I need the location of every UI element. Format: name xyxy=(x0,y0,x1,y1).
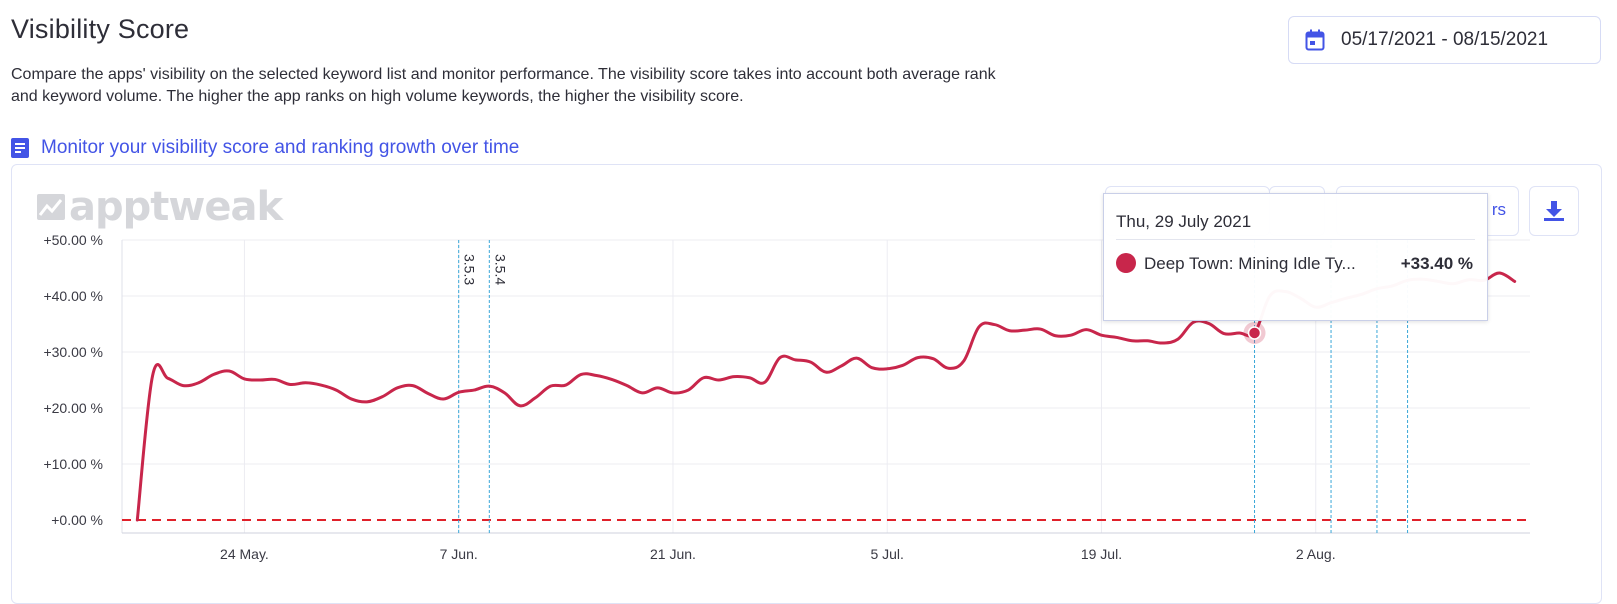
book-icon xyxy=(11,138,29,158)
y-tick-label: +30.00 % xyxy=(43,344,103,360)
date-range-picker[interactable]: 05/17/2021 - 08/15/2021 xyxy=(1288,16,1601,64)
download-button[interactable] xyxy=(1529,186,1579,236)
competitors-button-label: rs xyxy=(1491,200,1506,219)
x-tick-label: 19 Jul. xyxy=(1081,546,1122,562)
download-icon xyxy=(1544,201,1564,221)
x-tick-label: 7 Jun. xyxy=(440,546,478,562)
x-tick-label: 5 Jul. xyxy=(870,546,903,562)
y-tick-label: +20.00 % xyxy=(43,400,103,416)
y-tick-label: +40.00 % xyxy=(43,288,103,304)
visibility-guide-link[interactable]: Monitor your visibility score and rankin… xyxy=(11,137,519,159)
x-tick-label: 21 Jun. xyxy=(650,546,696,562)
tooltip-series-dot xyxy=(1116,253,1136,273)
y-tick-label: +0.00 % xyxy=(51,512,103,528)
y-tick-label: +50.00 % xyxy=(43,232,103,248)
chart-logo-icon xyxy=(37,194,65,220)
apptweak-logo: apptweak xyxy=(37,184,283,230)
chart-tooltip: Thu, 29 July 2021 Deep Town: Mining Idle… xyxy=(1103,193,1488,321)
page-description: Compare the apps' visibility on the sele… xyxy=(11,66,996,105)
x-tick-label: 24 May. xyxy=(220,546,269,562)
version-marker-label: 3.5.3 xyxy=(462,254,478,285)
tooltip-value: +33.40 % xyxy=(1400,254,1473,273)
version-marker-label: 3.5.4 xyxy=(492,254,508,285)
tooltip-divider xyxy=(1116,239,1475,240)
calendar-icon xyxy=(1305,29,1325,51)
x-tick-label: 2 Aug. xyxy=(1296,546,1336,562)
y-tick-label: +10.00 % xyxy=(43,456,103,472)
tooltip-series-name: Deep Town: Mining Idle Ty... xyxy=(1144,254,1356,273)
guide-link-label: Monitor your visibility score and rankin… xyxy=(41,137,520,158)
tooltip-date: Thu, 29 July 2021 xyxy=(1116,212,1252,231)
highlight-point xyxy=(1247,326,1262,340)
page-title: Visibility Score xyxy=(11,14,190,44)
date-range-value: 05/17/2021 - 08/15/2021 xyxy=(1341,29,1549,50)
logo-text: apptweak xyxy=(69,184,283,230)
